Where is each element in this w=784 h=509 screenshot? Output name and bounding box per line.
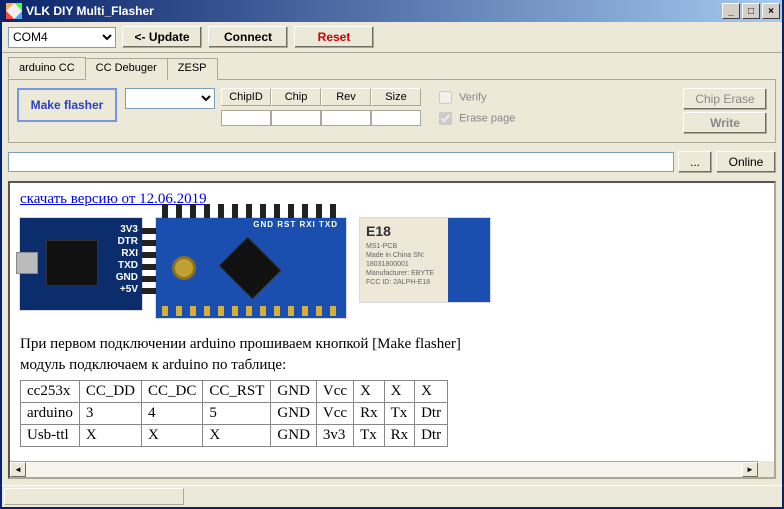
val-rev (321, 110, 371, 126)
app-icon (6, 3, 22, 19)
scroll-corner (758, 461, 774, 477)
firmware-select[interactable] (125, 88, 215, 109)
e18-module-image: E18 MS1-PCB Made in China SN: 1803180000… (360, 218, 490, 302)
status-bar (2, 485, 782, 507)
erase-checkbox-label: Erase page (435, 109, 515, 128)
table-row: cc253xCC_DDCC_DCCC_RSTGNDVccXXX (21, 381, 448, 403)
val-size (371, 110, 421, 126)
instruction-line-1: При первом подключении arduino прошиваем… (20, 336, 764, 353)
online-button[interactable]: Online (716, 151, 776, 173)
tab-strip: arduino CC CC Debuger ZESP (2, 53, 782, 79)
browse-button[interactable]: ... (678, 151, 712, 173)
tab-zesp[interactable]: ZESP (167, 58, 218, 80)
reset-button[interactable]: Reset (294, 26, 374, 48)
web-content: скачать версию от 12.06.2019 3V3 DTR RXI… (8, 181, 776, 479)
chip-erase-button[interactable]: Chip Erase (683, 88, 767, 110)
make-flasher-button[interactable]: Make flasher (17, 88, 117, 122)
update-button[interactable]: <- Update (122, 26, 202, 48)
val-chipid (221, 110, 271, 126)
tab-panel: Make flasher ChipID Chip Rev Size (8, 79, 776, 143)
table-row: arduino345GNDVccRxTxDtr (21, 403, 448, 425)
write-button[interactable]: Write (683, 112, 767, 134)
table-row: Usb-ttlXXXGND3v3TxRxDtr (21, 425, 448, 447)
col-rev: Rev (321, 88, 371, 106)
tab-arduino-cc[interactable]: arduino CC (8, 57, 86, 79)
title-bar: VLK DIY Multi_Flasher _ □ × (2, 0, 782, 22)
tab-cc-debuger[interactable]: CC Debuger (85, 58, 168, 80)
window-title: VLK DIY Multi_Flasher (26, 4, 154, 18)
instruction-line-2: модуль подключаем к arduino по таблице: (20, 357, 764, 374)
path-input[interactable] (8, 152, 674, 172)
scroll-right-icon[interactable]: ► (742, 462, 758, 477)
status-cell (4, 488, 184, 505)
verify-checkbox-label: Verify (435, 88, 515, 107)
com-port-select[interactable]: COM4 (8, 27, 116, 48)
path-bar: ... Online (2, 147, 782, 177)
maximize-button[interactable]: □ (742, 3, 760, 19)
col-chip: Chip (271, 88, 321, 106)
pin-mapping-table: cc253xCC_DDCC_DCCC_RSTGNDVccXXX arduino3… (20, 380, 448, 447)
scroll-left-icon[interactable]: ◄ (10, 462, 26, 477)
col-size: Size (371, 88, 421, 106)
top-toolbar: COM4 <- Update Connect Reset (2, 22, 782, 53)
arduino-pro-mini-image: GND RST RXI TXD (156, 218, 346, 318)
connect-button[interactable]: Connect (208, 26, 288, 48)
board-images: 3V3 DTR RXI TXD GND +5V GND RST RXI TXD … (20, 218, 764, 318)
minimize-button[interactable]: _ (722, 3, 740, 19)
close-button[interactable]: × (762, 3, 780, 19)
val-chip (271, 110, 321, 126)
usb-ttl-board-image: 3V3 DTR RXI TXD GND +5V (20, 218, 142, 310)
col-chipid: ChipID (221, 88, 271, 106)
verify-checkbox[interactable] (439, 91, 452, 104)
erase-page-checkbox[interactable] (439, 112, 452, 125)
horizontal-scrollbar[interactable]: ◄ ► (10, 461, 758, 477)
chip-info-grid: ChipID Chip Rev Size (221, 88, 421, 126)
